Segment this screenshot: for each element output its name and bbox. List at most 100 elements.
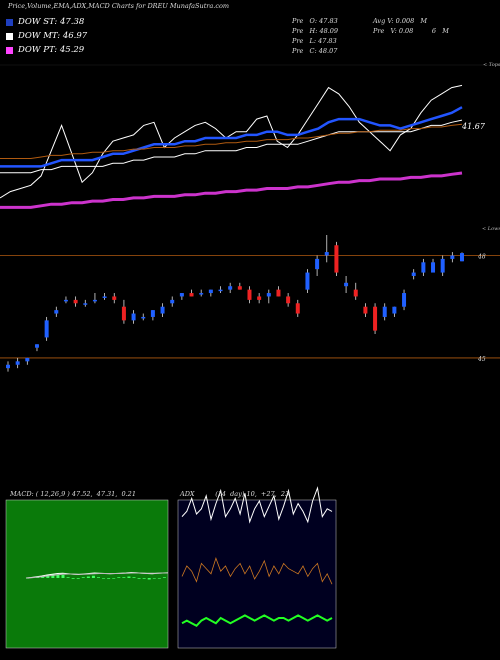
- adx-line-di: [181, 556, 333, 585]
- macd-histogram-bar: [142, 578, 146, 579]
- macd-histogram-bar: [117, 577, 121, 578]
- candle-body: [199, 293, 204, 295]
- stat-avg-volume: Avg V: 0.008 M: [373, 17, 428, 25]
- candle-body: [131, 313, 136, 321]
- candle-body: [431, 262, 436, 273]
- macd-histogram-bar: [61, 575, 65, 578]
- candle-body: [15, 361, 20, 365]
- lows-label: < Lows: [482, 226, 500, 232]
- macd-histogram-bar: [152, 578, 156, 579]
- candle-body: [257, 296, 262, 300]
- ema-line-ema-mid: [0, 119, 463, 174]
- candle-body: [218, 289, 223, 292]
- legend-label: DOW ST: 47.38: [18, 17, 85, 27]
- legend-dow-mt: DOW MT: 46.97: [6, 31, 87, 41]
- candle-body: [411, 272, 416, 276]
- legend-label: DOW PT: 45.29: [18, 45, 85, 55]
- candle-body: [73, 299, 78, 304]
- candle-body: [402, 293, 407, 307]
- stat-high: Pre H: 48.09: [292, 27, 339, 35]
- ema-line-ema-short: [0, 106, 463, 168]
- macd-histogram-bar: [51, 574, 55, 578]
- ema-value-label: 41.67: [461, 122, 486, 131]
- candle-body: [237, 286, 242, 290]
- macd-histogram-bar: [81, 577, 85, 578]
- candle-body: [373, 306, 378, 331]
- candle-body: [189, 293, 194, 297]
- macd-histogram-bar: [127, 576, 131, 578]
- candle-body: [170, 299, 175, 304]
- price-panel: 48 45: [0, 235, 500, 372]
- tops-label: < Tops: [483, 62, 500, 68]
- adx-title: ADX (14 day) 10, +27, 23: [180, 490, 290, 498]
- legend-dow-pt: DOW PT: 45.29: [6, 45, 84, 55]
- macd-histogram-bar: [97, 577, 100, 578]
- candle-body: [63, 299, 68, 302]
- adx-line-di: [181, 486, 333, 524]
- ema-line-price: [0, 84, 463, 199]
- candle-body: [112, 296, 117, 300]
- macd-histogram-bar: [91, 575, 95, 578]
- candle-body: [392, 306, 397, 314]
- macd-histogram-bar: [112, 578, 116, 579]
- candle-body: [44, 320, 49, 338]
- candle-body: [344, 282, 349, 287]
- candle-body: [34, 344, 39, 348]
- candle-body: [276, 289, 281, 297]
- macd-histogram-bar: [46, 575, 50, 578]
- candle-body: [54, 310, 59, 314]
- macd-histogram-bar: [71, 578, 75, 579]
- candle-body: [150, 310, 155, 317]
- candle-body: [295, 303, 300, 314]
- macd-histogram-bar: [157, 578, 161, 579]
- ema-line-brown: [0, 123, 463, 159]
- candle-body: [305, 272, 310, 290]
- macd-histogram-bar: [137, 578, 141, 579]
- macd-histogram-bar: [66, 577, 70, 578]
- candle-body: [286, 296, 291, 304]
- candle-body: [228, 286, 233, 290]
- macd-histogram-bar: [162, 577, 166, 578]
- adx-panel: [177, 486, 337, 649]
- macd-histogram-bar: [102, 578, 106, 579]
- macd-histogram-bar: [56, 574, 60, 578]
- candle-body: [363, 306, 368, 314]
- legend-swatch-white: [6, 32, 13, 40]
- legend-label: DOW MT: 46.97: [18, 31, 88, 41]
- macd-histogram-bar: [147, 578, 151, 580]
- candle-body: [460, 253, 464, 262]
- macd-histogram-bar: [86, 576, 90, 578]
- candle-body: [315, 258, 320, 270]
- candle-body: [450, 255, 455, 259]
- candle-body: [266, 293, 271, 297]
- legend-swatch-magenta: [6, 46, 13, 54]
- adx-background: [177, 499, 337, 649]
- candle-body: [102, 296, 107, 298]
- stat-prev-volume: Pre V: 0.08 6 M: [373, 27, 449, 35]
- candle-body: [121, 306, 126, 321]
- candle-body: [179, 293, 184, 297]
- candle-body: [353, 289, 358, 297]
- candle-body: [421, 262, 426, 273]
- candle-body: [141, 316, 146, 319]
- macd-panel: [5, 499, 169, 649]
- stat-open: Pre O: 47.83: [292, 17, 338, 25]
- chart-title: Price,Volume,EMA,ADX,MACD Charts for DRE…: [8, 2, 230, 10]
- candle-body: [25, 357, 30, 362]
- candle-body: [208, 289, 213, 294]
- stat-low: Pre L: 47.83: [292, 37, 337, 45]
- adx-line-adx: [181, 614, 333, 628]
- macd-line-signal: [25, 572, 168, 579]
- stat-close: Pre C: 48.07: [292, 47, 338, 55]
- macd-histogram-bar: [122, 577, 126, 578]
- candle-body: [382, 306, 387, 317]
- candle-body: [334, 245, 339, 273]
- macd-title: MACD: ( 12,26,9 ) 47.52, 47.31, 0.21: [10, 490, 136, 498]
- chart-header: Price,Volume,EMA,ADX,MACD Charts for DRE…: [0, 0, 500, 60]
- macd-histogram-bar: [107, 578, 111, 579]
- candle-body: [83, 303, 88, 305]
- candle-body: [324, 252, 329, 256]
- legend-dow-st: DOW ST: 47.38: [6, 17, 84, 27]
